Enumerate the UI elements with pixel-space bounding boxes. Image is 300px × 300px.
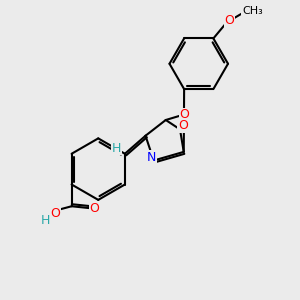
Text: H: H [41, 214, 50, 226]
Text: O: O [178, 119, 188, 132]
Text: O: O [50, 207, 60, 220]
Text: O: O [89, 202, 99, 214]
Text: N: N [147, 151, 157, 164]
Text: O: O [180, 108, 189, 121]
Text: O: O [225, 14, 234, 27]
Text: H: H [112, 142, 121, 154]
Text: CH₃: CH₃ [242, 6, 263, 16]
